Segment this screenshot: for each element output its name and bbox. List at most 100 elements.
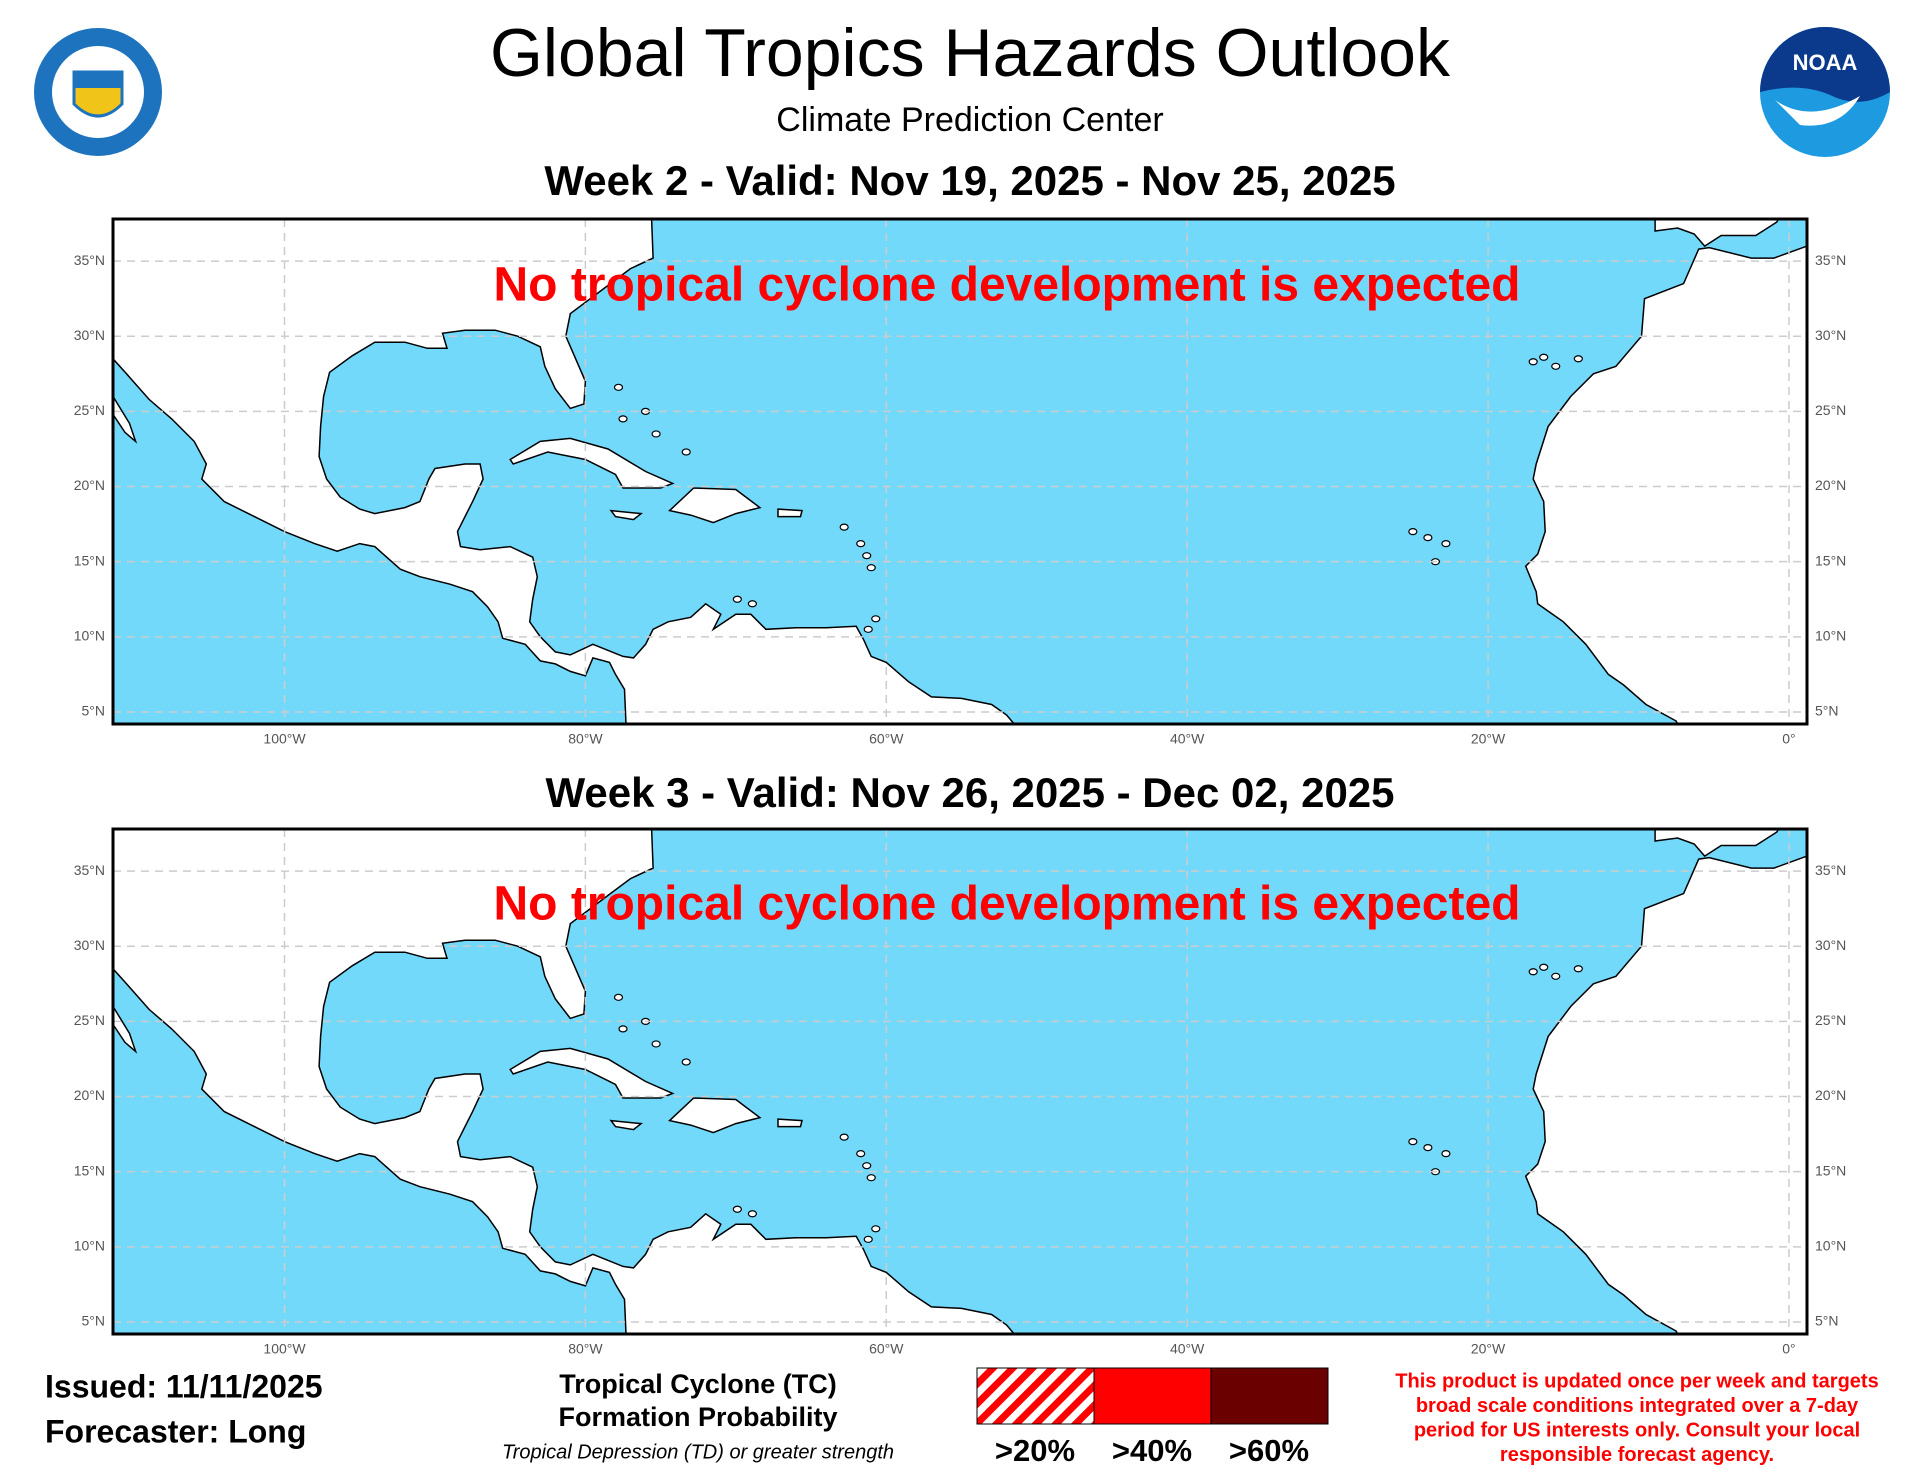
panels: Week 2 - Valid: Nov 19, 2025 - Nov 25, 2… — [74, 157, 1847, 1357]
island — [856, 540, 866, 548]
panel-message: No tropical cyclone development is expec… — [494, 878, 1521, 931]
forecaster: Forecaster: Long — [45, 1413, 306, 1449]
doc-seal — [34, 28, 162, 156]
page-title: Global Tropics Hazards Outlook — [490, 15, 1451, 91]
island — [618, 1025, 628, 1033]
island — [1551, 362, 1561, 370]
lat-tick-label: 5°N — [1815, 1313, 1839, 1329]
panel-title: Week 2 - Valid: Nov 19, 2025 - Nov 25, 2… — [544, 157, 1395, 204]
island — [871, 1225, 881, 1233]
island — [1528, 358, 1538, 366]
island — [1423, 1144, 1433, 1152]
lat-tick-label: 10°N — [74, 1238, 105, 1254]
land — [509, 1047, 675, 1099]
island — [1408, 1138, 1418, 1146]
lat-tick-label: 5°N — [1815, 703, 1839, 719]
page-subtitle: Climate Prediction Center — [776, 101, 1163, 139]
lat-tick-label: 25°N — [1815, 402, 1846, 418]
panel-title: Week 3 - Valid: Nov 26, 2025 - Dec 02, 2… — [545, 769, 1394, 816]
lat-tick-label: 35°N — [1815, 862, 1846, 878]
lat-tick-label: 30°N — [1815, 937, 1846, 953]
lon-tick-label: 0° — [1782, 1341, 1795, 1357]
disclaimer-line: responsible forecast agency. — [1500, 1444, 1774, 1466]
lon-tick-label: 80°W — [568, 731, 603, 747]
legend-swatch — [1210, 1367, 1329, 1425]
land — [668, 487, 762, 524]
lat-tick-label: 5°N — [82, 703, 106, 719]
lat-tick-label: 25°N — [74, 1012, 105, 1028]
island — [856, 1150, 866, 1158]
lon-tick-label: 0° — [1782, 731, 1795, 747]
lon-tick-label: 60°W — [869, 731, 904, 747]
lat-tick-label: 30°N — [74, 937, 105, 953]
disclaimer-line: This product is updated once per week an… — [1395, 1370, 1878, 1392]
island — [651, 430, 661, 438]
island — [862, 1162, 872, 1170]
island — [1423, 534, 1433, 542]
land — [777, 1118, 803, 1128]
island — [618, 415, 628, 423]
lat-tick-label: 30°N — [1815, 327, 1846, 343]
island — [1441, 540, 1451, 548]
lat-tick-label: 15°N — [1815, 552, 1846, 568]
map-frame — [111, 217, 1809, 726]
disclaimer: This product is updated once per week an… — [1395, 1370, 1878, 1466]
island — [1551, 972, 1561, 980]
lat-tick-label: 10°N — [1815, 1238, 1846, 1254]
legend: Tropical Cyclone (TC)Formation Probabili… — [502, 1367, 1329, 1468]
lon-tick-label: 40°W — [1170, 1341, 1205, 1357]
legend-label: >20% — [995, 1433, 1075, 1468]
panel-message: No tropical cyclone development is expec… — [494, 259, 1521, 312]
island — [871, 615, 881, 623]
lat-tick-label: 35°N — [74, 862, 105, 878]
lat-tick-label: 35°N — [74, 252, 105, 268]
island — [1573, 355, 1583, 363]
lon-tick-label: 20°W — [1471, 731, 1506, 747]
island — [651, 1040, 661, 1048]
island — [863, 1235, 873, 1243]
lat-tick-label: 30°N — [74, 327, 105, 343]
legend-label: >60% — [1229, 1433, 1309, 1468]
island — [613, 383, 624, 391]
lon-tick-label: 60°W — [869, 1341, 904, 1357]
land — [668, 1097, 762, 1134]
legend-title: Formation Probability — [558, 1402, 837, 1432]
island — [862, 552, 872, 560]
issued: Issued: 11/11/2025 — [45, 1368, 323, 1404]
lat-tick-label: 15°N — [1815, 1162, 1846, 1178]
island — [681, 1058, 691, 1066]
island — [747, 1210, 757, 1218]
lat-tick-label: 10°N — [1815, 628, 1846, 644]
island — [1408, 528, 1418, 536]
lat-tick-label: 15°N — [74, 1162, 105, 1178]
island — [1528, 968, 1538, 976]
legend-note: Tropical Depression (TD) or greater stre… — [502, 1441, 894, 1463]
noaa-logo: NOAA — [1760, 27, 1890, 157]
island — [839, 1133, 849, 1141]
map-frame — [111, 827, 1809, 1336]
map-panel: Week 3 - Valid: Nov 26, 2025 - Dec 02, 2… — [74, 769, 1847, 1357]
island — [1539, 353, 1549, 361]
legend-swatch — [976, 1367, 1095, 1425]
land — [609, 509, 644, 521]
disclaimer-line: period for US interests only. Consult yo… — [1414, 1419, 1860, 1441]
island — [732, 595, 742, 603]
lat-tick-label: 10°N — [74, 628, 105, 644]
island — [839, 523, 849, 531]
noaa-text: NOAA — [1793, 50, 1858, 75]
island — [866, 1174, 876, 1182]
lon-tick-label: 80°W — [568, 1341, 603, 1357]
island — [1539, 963, 1549, 971]
lat-tick-label: 25°N — [74, 402, 105, 418]
lon-tick-label: 40°W — [1170, 731, 1205, 747]
island — [866, 564, 876, 572]
lat-tick-label: 35°N — [1815, 252, 1846, 268]
lon-tick-label: 100°W — [263, 731, 306, 747]
island — [613, 993, 624, 1001]
legend-label: >40% — [1112, 1433, 1192, 1468]
island — [1573, 965, 1583, 973]
island — [732, 1205, 742, 1213]
island — [681, 448, 691, 456]
island — [747, 600, 757, 608]
